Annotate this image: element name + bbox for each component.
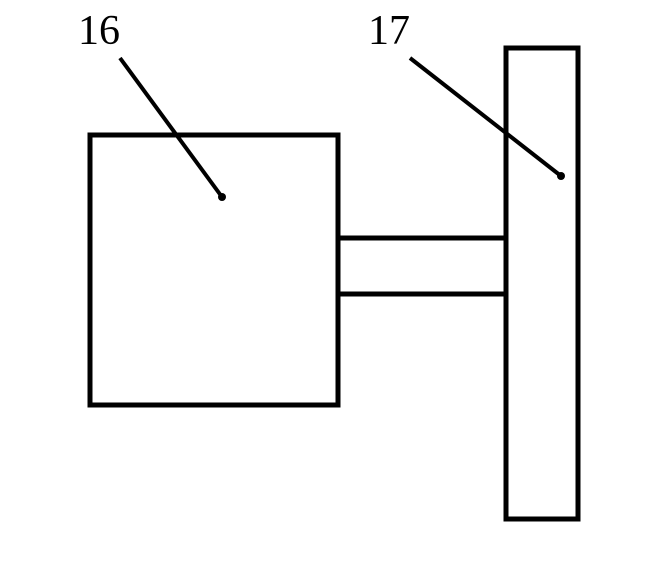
ref-17-leader-marker xyxy=(557,172,565,180)
ref-17-label-text: 17 xyxy=(368,8,410,54)
ref-16-leader-marker xyxy=(218,193,226,201)
ref-16-label-text: 16 xyxy=(78,8,120,54)
background xyxy=(0,0,656,577)
